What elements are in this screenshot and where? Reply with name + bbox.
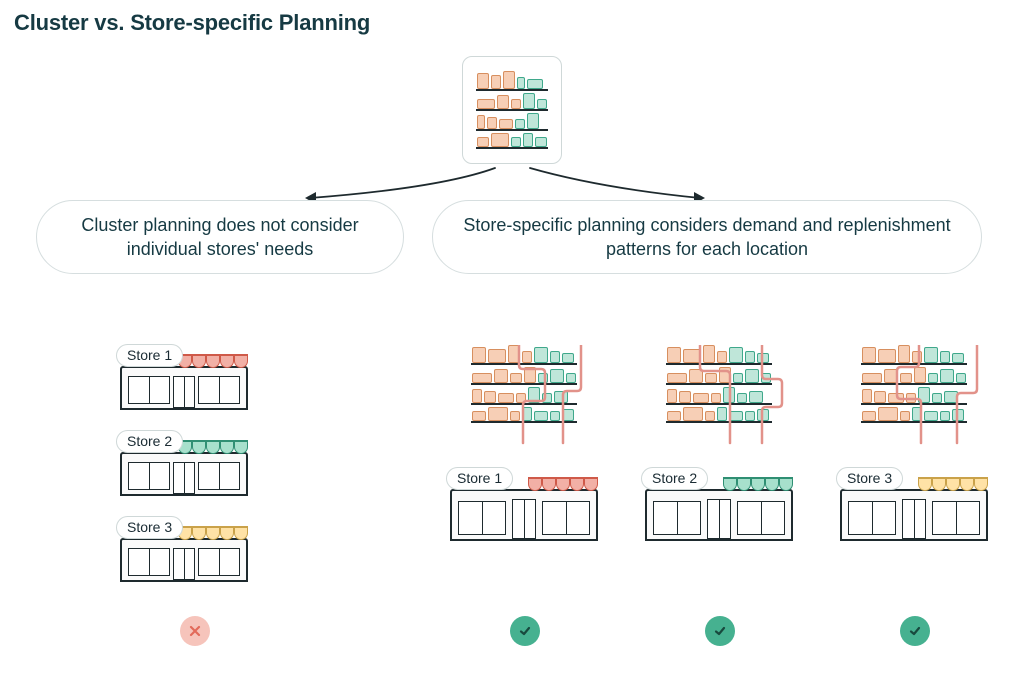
cluster-store-2: Store 2 bbox=[120, 434, 248, 496]
store2-status-check-icon bbox=[705, 616, 735, 646]
master-planogram-card bbox=[462, 56, 562, 164]
store1-planogram bbox=[471, 345, 577, 423]
cluster-caption: Cluster planning does not consider indiv… bbox=[36, 200, 404, 274]
cluster-store-3: Store 3 bbox=[120, 520, 248, 582]
master-planogram-shelf bbox=[476, 71, 548, 149]
store-label: Store 2 bbox=[641, 467, 708, 490]
store-label: Store 2 bbox=[116, 430, 183, 453]
store1-column: Store 1 bbox=[450, 345, 598, 541]
cluster-store-1: Store 1 bbox=[120, 348, 248, 410]
store1-front: Store 1 bbox=[450, 471, 598, 541]
page-title: Cluster vs. Store-specific Planning bbox=[14, 10, 370, 36]
store-specific-caption: Store-specific planning considers demand… bbox=[432, 200, 982, 274]
store-label: Store 3 bbox=[116, 516, 183, 539]
cluster-status-cross-icon bbox=[180, 616, 210, 646]
store-label: Store 1 bbox=[116, 344, 183, 367]
store1-status-check-icon bbox=[510, 616, 540, 646]
store2-planogram bbox=[666, 345, 772, 423]
store2-front: Store 2 bbox=[645, 471, 793, 541]
cluster-stores-column: Store 1 Store 2 Store 3 bbox=[120, 348, 248, 582]
store-label: Store 3 bbox=[836, 467, 903, 490]
store-label: Store 1 bbox=[446, 467, 513, 490]
store2-column: Store 2 bbox=[645, 345, 793, 541]
store3-planogram bbox=[861, 345, 967, 423]
store3-status-check-icon bbox=[900, 616, 930, 646]
store3-column: Store 3 bbox=[840, 345, 988, 541]
store3-front: Store 3 bbox=[840, 471, 988, 541]
